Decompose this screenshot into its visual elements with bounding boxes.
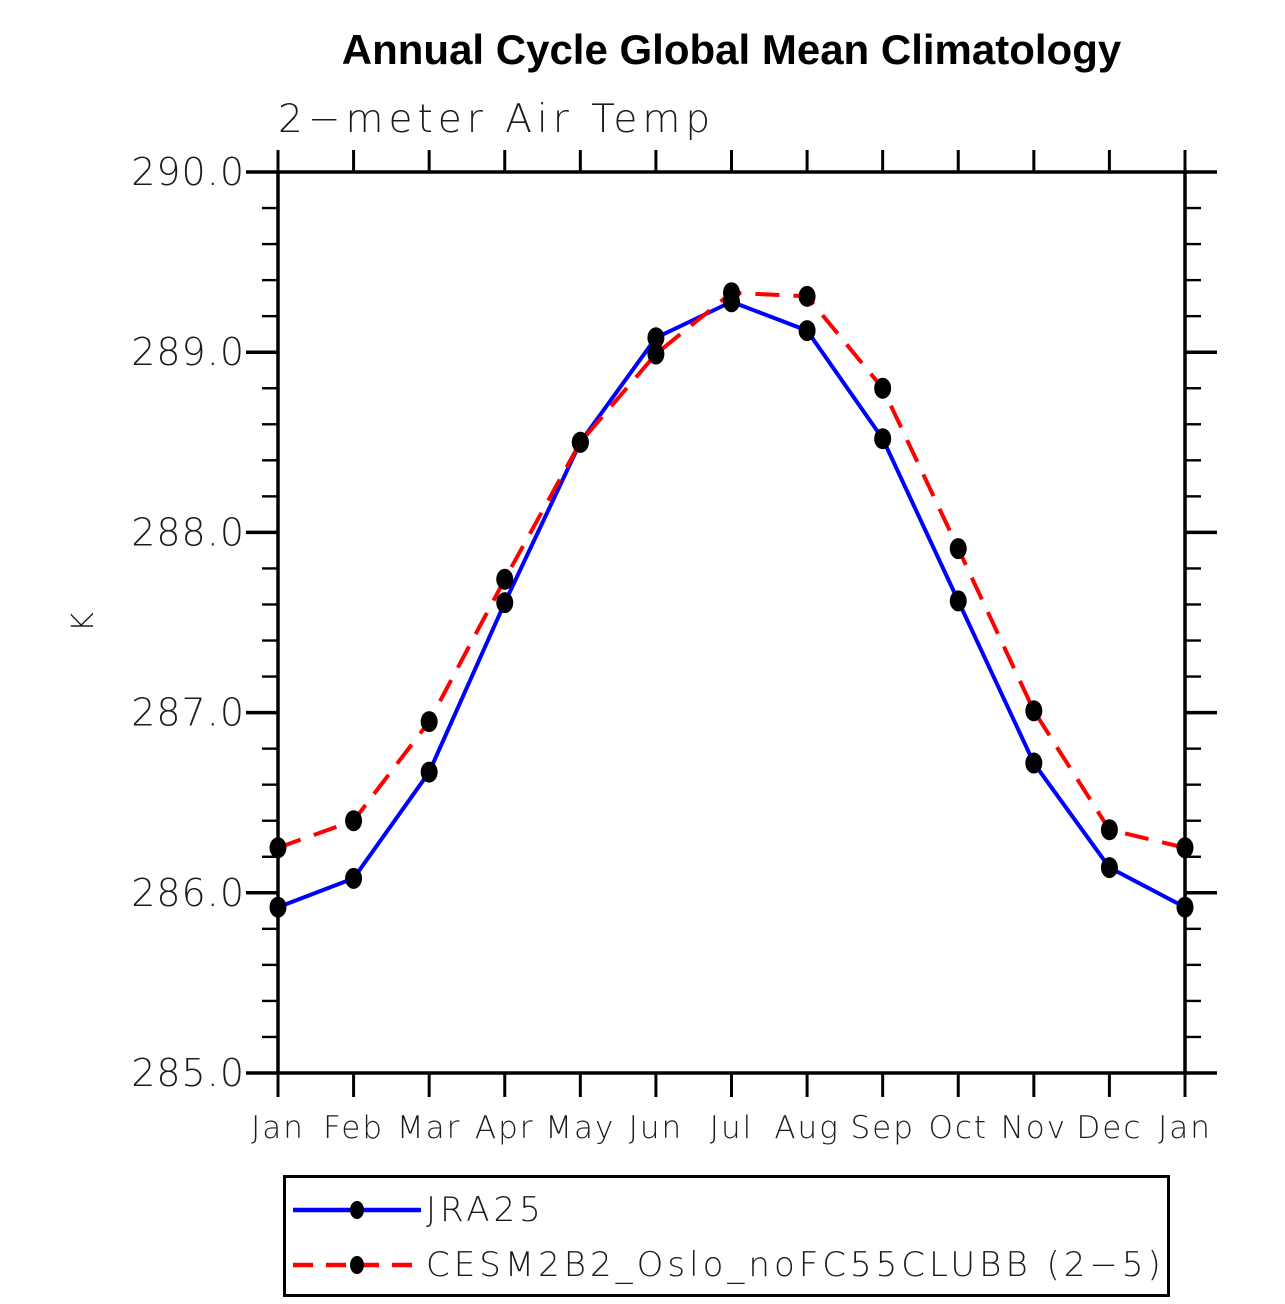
marker-dot-1 bbox=[1025, 700, 1043, 722]
chart-title: Annual Cycle Global Mean Climatology bbox=[341, 26, 1122, 73]
marker-dot-0 bbox=[269, 896, 287, 918]
marker-dot-0 bbox=[1176, 896, 1194, 918]
marker-dot-1 bbox=[798, 285, 816, 307]
x-tick-label: Jan bbox=[251, 1110, 305, 1146]
legend-label-jra25: JRA25 bbox=[426, 1190, 545, 1230]
marker-dot-1 bbox=[1176, 837, 1194, 859]
legend-label-cesm: CESM2B2_Oslo_noFC55CLUBB (2−5) bbox=[426, 1245, 1165, 1285]
marker-dot-1 bbox=[1100, 819, 1118, 841]
x-tick-label: Sep bbox=[850, 1110, 914, 1146]
y-tick-label: 285.0 bbox=[131, 1051, 245, 1095]
x-tick-label: Aug bbox=[774, 1110, 839, 1146]
marker-dot-1 bbox=[496, 568, 514, 590]
legend-key-dot-0 bbox=[350, 1201, 364, 1219]
x-tick-label: Feb bbox=[323, 1110, 384, 1146]
x-tick-label: Jul bbox=[710, 1110, 753, 1146]
x-tick-label: Apr bbox=[475, 1110, 535, 1146]
marker-dot-0 bbox=[345, 867, 363, 889]
y-tick-label: 286.0 bbox=[131, 871, 245, 915]
y-tick-label: 287.0 bbox=[131, 691, 245, 735]
legend-key-dot-1 bbox=[350, 1256, 364, 1274]
marker-dot-0 bbox=[647, 327, 665, 349]
marker-dot-0 bbox=[1100, 857, 1118, 879]
marker-dot-1 bbox=[949, 538, 967, 560]
x-tick-label: Jan bbox=[1158, 1110, 1212, 1146]
marker-dot-1 bbox=[420, 711, 438, 733]
legend-line-jra25-icon bbox=[293, 1201, 421, 1219]
x-tick-label: May bbox=[545, 1110, 615, 1146]
x-tick-label: Mar bbox=[397, 1110, 462, 1146]
chart-subtitle: 2−meter Air Temp bbox=[278, 97, 716, 142]
y-tick-label: 288.0 bbox=[131, 510, 245, 554]
marker-dot-1 bbox=[723, 282, 740, 304]
marker-dot-0 bbox=[496, 592, 514, 614]
marker-dot-1 bbox=[345, 810, 363, 832]
series-line-1 bbox=[277, 290, 1186, 850]
legend-box: JRA25 CESM2B2_Oslo_noFC55CLUBB (2−5) bbox=[283, 1175, 1170, 1297]
x-tick-label: Jun bbox=[629, 1110, 683, 1146]
x-tick-label: Nov bbox=[1001, 1110, 1068, 1146]
marker-dot-1 bbox=[571, 431, 589, 453]
legend-line-cesm-icon bbox=[293, 1256, 421, 1274]
y-tick-label: 289.0 bbox=[131, 330, 245, 374]
marker-dot-0 bbox=[420, 761, 438, 783]
series-line-0 bbox=[277, 299, 1186, 910]
marker-dot-1 bbox=[269, 837, 287, 859]
x-tick-label: Dec bbox=[1076, 1110, 1142, 1146]
legend-item-jra25: JRA25 bbox=[291, 1188, 545, 1232]
marker-dot-0 bbox=[1025, 752, 1043, 774]
y-tick-label: 290.0 bbox=[131, 150, 245, 194]
marker-dot-0 bbox=[874, 428, 892, 450]
marker-dot-1 bbox=[874, 377, 892, 399]
marker-dot-0 bbox=[798, 320, 816, 342]
legend-item-cesm: CESM2B2_Oslo_noFC55CLUBB (2−5) bbox=[291, 1243, 1165, 1287]
marker-dot-1 bbox=[647, 343, 665, 365]
marker-dot-0 bbox=[949, 590, 967, 612]
x-tick-label: Oct bbox=[928, 1110, 988, 1146]
